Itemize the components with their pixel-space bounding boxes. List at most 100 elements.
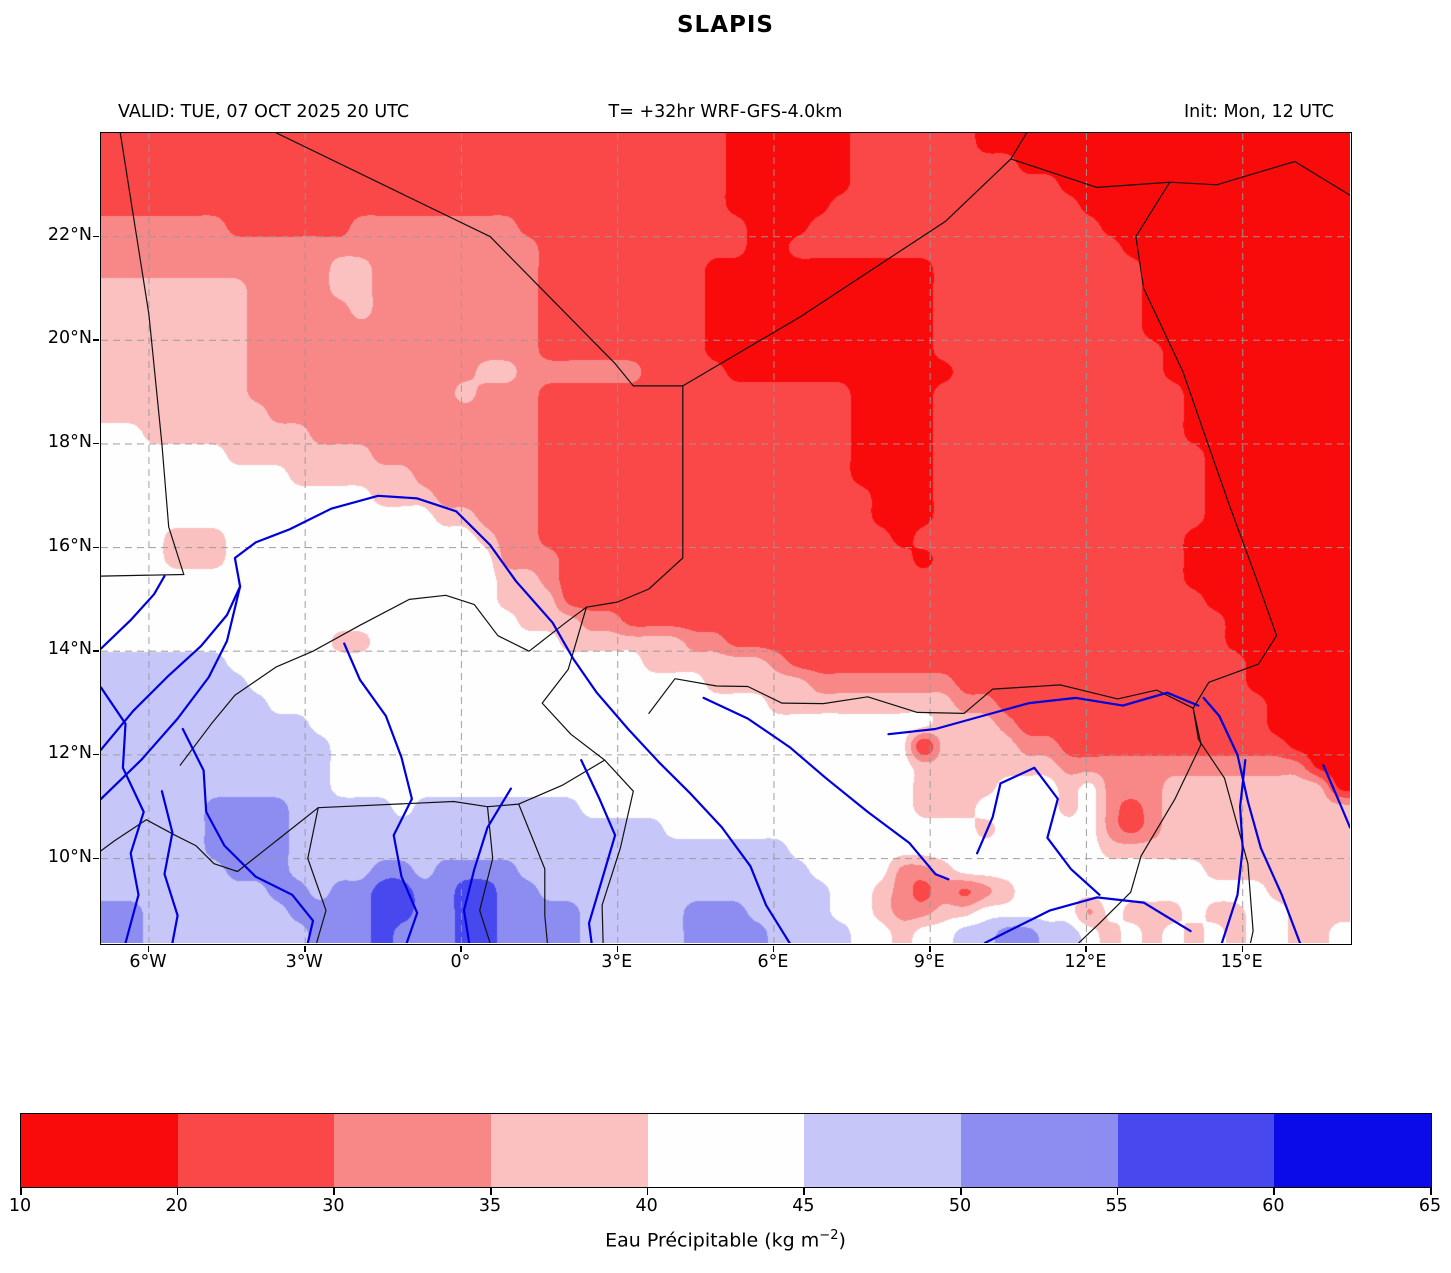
colorbar-label: Eau Précipitable (kg m−2) <box>605 1228 846 1252</box>
y-axis-tick <box>93 650 99 652</box>
country-border <box>585 385 684 608</box>
x-axis-tick <box>304 946 306 952</box>
y-axis-tick-label: 16°N <box>47 535 92 556</box>
page-title: SLAPIS <box>676 12 774 38</box>
colorbar <box>20 1113 1432 1188</box>
y-axis-tick-label: 22°N <box>47 224 92 245</box>
y-axis-tick <box>93 235 99 238</box>
colorbar-segment <box>1117 1114 1275 1187</box>
river <box>983 896 1192 943</box>
country-border <box>1010 158 1350 196</box>
x-axis-tick <box>1085 946 1087 952</box>
country-border <box>307 807 327 943</box>
x-axis-tick-label: 0° <box>450 952 471 972</box>
y-axis-tick <box>93 339 99 341</box>
colorbar-segment <box>961 1114 1118 1187</box>
river <box>702 696 950 881</box>
y-axis-tick-label: 10°N <box>47 846 92 867</box>
colorbar-tick <box>646 1188 649 1195</box>
country-border <box>648 678 1194 715</box>
country-border <box>518 803 548 943</box>
river <box>101 686 145 943</box>
colorbar-tick-label: 10 <box>8 1196 32 1216</box>
colorbar-tick-label: 35 <box>478 1196 502 1216</box>
x-axis-tick <box>929 946 931 952</box>
x-axis-tick <box>147 946 150 952</box>
country-border <box>179 594 587 766</box>
colorbar-tick-label: 55 <box>1105 1196 1128 1216</box>
river <box>343 642 419 943</box>
colorbar-tick-label: 65 <box>1418 1196 1442 1216</box>
x-axis-tick <box>616 946 619 952</box>
colorbar-tick-label: 40 <box>635 1196 658 1216</box>
river <box>975 766 1101 896</box>
colorbar-tick <box>1116 1188 1119 1195</box>
colorbar-segment <box>1274 1114 1432 1187</box>
colorbar-segment <box>177 1114 335 1187</box>
colorbar-tick-label: 20 <box>165 1196 188 1216</box>
colorbar-tick-label: 45 <box>792 1196 815 1216</box>
colorbar-tick <box>1430 1188 1432 1195</box>
init-time-label: Init: Mon, 12 UTC <box>1184 102 1334 122</box>
y-axis-tick-label: 12°N <box>47 742 92 763</box>
map-panel <box>100 132 1352 945</box>
colorbar-segment <box>491 1114 648 1187</box>
colorbar-tick-label: 60 <box>1262 1196 1285 1216</box>
river <box>887 691 1200 736</box>
country-border <box>275 133 684 387</box>
y-axis-tick <box>93 442 99 445</box>
y-axis-tick <box>93 753 99 756</box>
river <box>1322 764 1350 829</box>
country-border <box>101 573 185 577</box>
river <box>1220 758 1247 943</box>
river <box>181 727 315 943</box>
colorbar-segment <box>804 1114 962 1187</box>
river <box>580 758 617 943</box>
map-overlay <box>101 133 1350 943</box>
colorbar-tick <box>20 1188 22 1195</box>
y-axis-tick-label: 18°N <box>47 431 92 452</box>
river <box>101 575 166 650</box>
river <box>1202 696 1302 943</box>
colorbar-tick <box>333 1188 335 1195</box>
country-border <box>601 759 634 943</box>
y-axis-tick-label: 20°N <box>47 328 92 349</box>
x-axis-tick <box>1241 946 1244 952</box>
y-axis-tick-label: 14°N <box>47 639 92 660</box>
river <box>462 787 512 943</box>
colorbar-tick <box>960 1188 962 1195</box>
colorbar-tick <box>176 1188 179 1195</box>
x-axis-tick <box>772 946 775 952</box>
river <box>101 494 791 943</box>
country-border <box>101 606 606 873</box>
precipitable-water-field <box>101 133 1350 943</box>
colorbar-segment <box>647 1114 805 1187</box>
x-axis-tick-label: 9°E <box>913 952 945 972</box>
colorbar-tick <box>1273 1188 1275 1195</box>
river <box>101 585 242 801</box>
x-axis-tick-label: 15°E <box>1220 952 1263 972</box>
country-border <box>1010 133 1028 160</box>
x-axis-tick-label: 3°W <box>285 952 323 972</box>
x-axis-tick-label: 12°E <box>1064 952 1107 972</box>
country-border <box>682 158 1012 387</box>
colorbar-tick-label: 50 <box>948 1196 972 1216</box>
forecast-model-label: T= +32hr WRF-GFS-4.0km <box>608 102 843 122</box>
country-border <box>1135 181 1278 943</box>
colorbar-tick <box>803 1188 805 1195</box>
country-border <box>119 133 185 576</box>
colorbar-segment <box>21 1114 178 1187</box>
river <box>160 790 179 943</box>
colorbar-segment <box>334 1114 492 1187</box>
country-border <box>1077 707 1202 943</box>
x-axis-tick-label: 6°W <box>129 952 167 972</box>
y-axis-tick <box>93 857 99 860</box>
x-axis-tick-label: 3°E <box>601 952 633 972</box>
x-axis-tick-label: 6°E <box>757 952 789 972</box>
valid-time-label: VALID: TUE, 07 OCT 2025 20 UTC <box>118 102 410 122</box>
y-axis-tick <box>93 546 99 549</box>
country-border <box>479 806 494 943</box>
x-axis-tick <box>460 946 462 952</box>
colorbar-tick-label: 30 <box>322 1196 345 1216</box>
colorbar-tick <box>490 1188 492 1195</box>
